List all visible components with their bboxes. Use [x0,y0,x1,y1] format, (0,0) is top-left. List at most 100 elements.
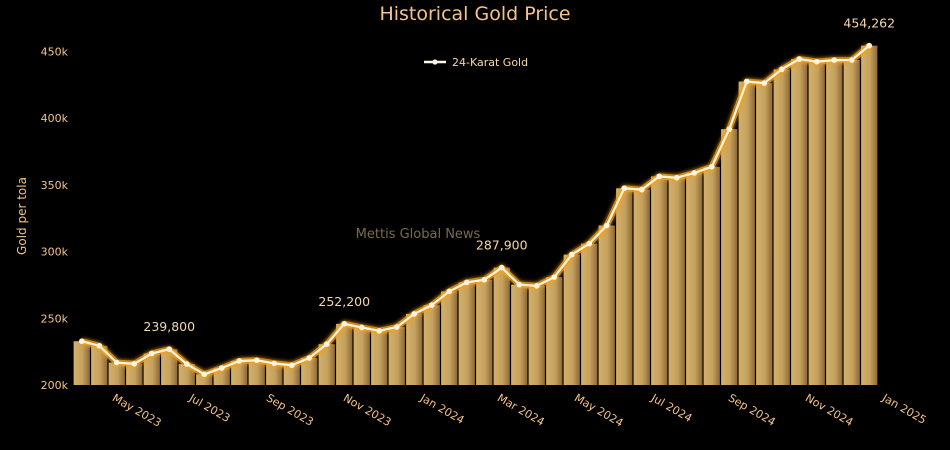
data-point [113,359,120,366]
data-point [463,279,470,286]
data-point [603,222,610,229]
data-point [866,42,873,49]
x-tick-label: Jul 2023 [186,391,232,425]
data-point [831,57,838,63]
data-point [288,362,295,369]
bar [826,60,843,386]
bar [563,254,580,385]
data-point [358,324,365,331]
legend: 24-Karat Gold [424,56,528,69]
data-point [131,360,138,367]
bar [808,61,825,386]
data-point [551,274,558,280]
data-point [691,170,698,176]
bar [318,344,335,385]
data-point [673,174,680,181]
data-point [813,58,820,65]
bar [476,279,493,385]
data-point [411,311,418,317]
data-point [743,78,750,85]
bar [231,360,248,385]
bar [703,166,720,385]
bar [353,327,370,385]
bar [843,60,860,386]
bar [283,365,300,385]
bar [458,282,475,385]
data-point [761,80,768,86]
bar [738,81,755,385]
data-point [428,302,435,308]
x-tick-label: May 2024 [572,391,625,429]
data-point [218,365,225,371]
bar [301,358,318,385]
bar [196,374,213,385]
data-point [621,185,628,192]
data-point [586,240,593,247]
chart-title: Historical Gold Price [379,3,570,25]
y-tick-label: 400k [41,112,69,125]
bar [266,363,283,385]
data-point [323,341,330,347]
bar [616,188,633,385]
data-point [796,56,803,62]
data-point [166,346,173,353]
legend-label: 24-Karat Gold [452,56,528,69]
x-tick-label: Jul 2024 [648,391,694,425]
data-point [498,264,505,271]
x-tick-label: Jan 2025 [879,391,928,427]
data-point [148,350,155,357]
data-point [638,186,645,193]
bar [248,360,265,385]
bar [423,305,440,385]
data-point [393,324,400,330]
data-point [341,321,348,327]
bar [581,243,598,385]
data-point [656,173,663,180]
bar [126,363,143,385]
bar [161,349,178,385]
data-point [253,357,260,364]
data-point [183,361,190,367]
bar [108,362,125,385]
data-point [446,288,453,295]
bar [598,225,615,385]
bar [371,330,388,385]
bar [721,129,738,385]
data-point [271,360,278,367]
bar [511,284,528,385]
bar [336,323,353,385]
series-line [81,44,870,376]
bar [91,345,108,385]
data-point [568,251,575,258]
bars-layer [73,45,878,386]
data-point [201,371,208,378]
x-axis: May 2023 Jul 2023 Sep 2023 Nov 2023 Jan 2024… [110,391,928,430]
data-point [848,57,855,63]
x-tick-label: May 2023 [110,391,163,429]
bar [773,69,790,386]
data-point [533,283,540,289]
data-point [516,281,523,288]
y-tick-label: 200k [41,379,69,392]
x-tick-label: Nov 2024 [803,391,855,429]
data-label: 239,800 [143,319,195,334]
x-tick-label: Jan 2024 [417,391,466,427]
data-point [481,277,488,283]
bar [633,189,650,385]
bar [651,176,668,385]
bar [861,45,878,385]
y-tick-label: 350k [41,179,69,192]
x-tick-label: Sep 2023 [264,391,316,428]
data-point [376,328,383,334]
x-tick-label: Sep 2024 [726,391,778,428]
data-point [78,338,85,345]
data-label: 287,900 [476,238,528,253]
y-tick-label: 300k [41,246,69,259]
y-tick-label: 450k [41,45,69,58]
bar [143,353,160,385]
bar [668,177,685,385]
data-point [306,355,313,361]
data-point [96,342,103,349]
bar [441,291,458,385]
